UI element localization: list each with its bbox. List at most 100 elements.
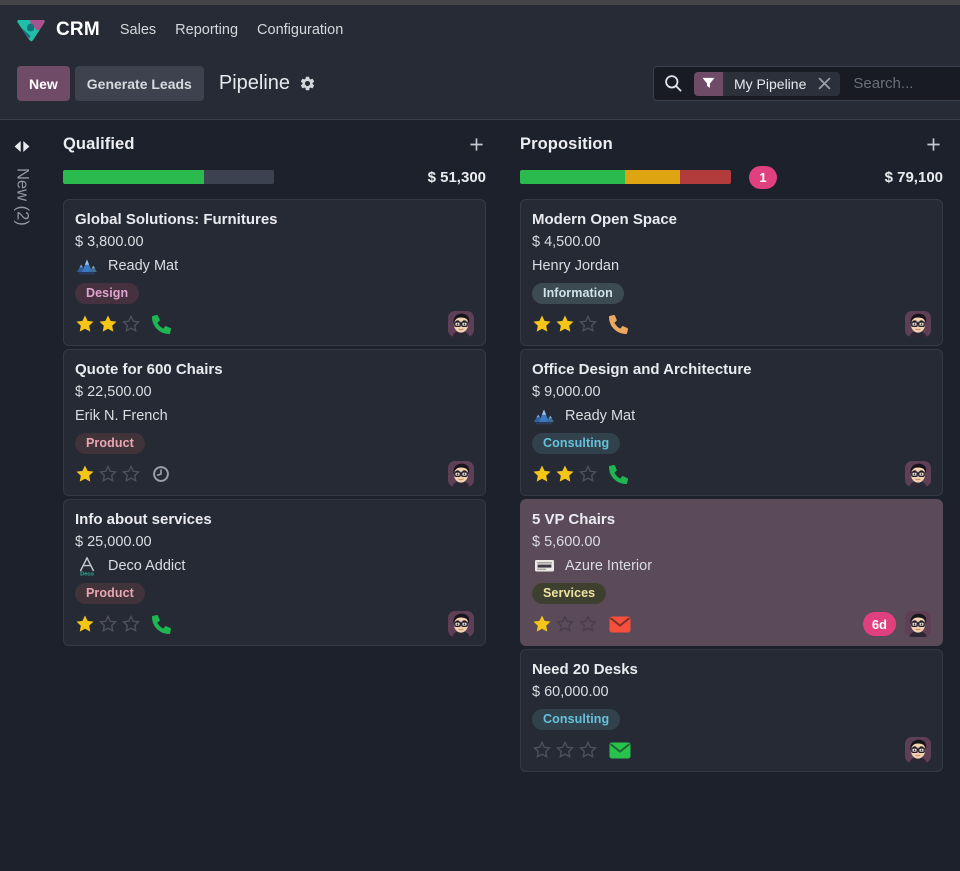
page-title: Pipeline <box>218 72 291 94</box>
tag-product: Product <box>75 583 145 604</box>
card-partner: Ready Mat <box>75 254 474 278</box>
settings-gear-icon[interactable] <box>299 75 316 92</box>
kanban-card-5-vp-chairs[interactable]: 5 VP Chairs $ 5,600.00 Azure Interior Se… <box>520 499 943 646</box>
card-footer <box>532 460 931 488</box>
search-facet-label: My Pipeline <box>734 75 807 92</box>
app-header: CRM Sales Reporting Configuration New Ge… <box>0 5 960 120</box>
avatar[interactable] <box>905 311 931 337</box>
priority-stars[interactable] <box>532 464 601 484</box>
folded-column-new[interactable]: New (2) <box>0 120 44 226</box>
kanban-card-modern-open-space[interactable]: Modern Open Space $ 4,500.00 Henry Jorda… <box>520 199 943 346</box>
priority-stars[interactable] <box>75 614 144 634</box>
menu-configuration[interactable]: Configuration <box>257 22 344 38</box>
priority-stars[interactable] <box>75 314 144 334</box>
card-amount: $ 4,500.00 <box>532 234 601 250</box>
card-tags: Product <box>75 433 474 454</box>
search-bar[interactable]: My Pipeline Search... <box>653 66 960 101</box>
column-header: Proposition 1 $ 79,100 <box>520 120 943 189</box>
progress-segment-overdue[interactable] <box>679 170 731 184</box>
progress-segment-planned[interactable] <box>63 170 204 184</box>
kanban-card-info-about-services[interactable]: Info about services $ 25,000.00 Deco Add… <box>63 499 486 646</box>
avatar[interactable] <box>905 737 931 763</box>
progress-count-badge[interactable]: 1 <box>749 165 777 189</box>
card-title: Need 20 Desks <box>532 661 638 678</box>
unfold-column-icon[interactable] <box>14 141 30 152</box>
search-input[interactable]: Search... <box>853 75 914 92</box>
search-icon[interactable] <box>664 74 683 93</box>
progress-segment-today[interactable] <box>625 170 680 184</box>
column-amount: $ 79,100 <box>884 168 943 186</box>
phone-activity-icon[interactable] <box>152 614 171 634</box>
folded-column-label[interactable]: New (2) <box>13 168 32 226</box>
card-title: Global Solutions: Furnitures <box>75 211 278 228</box>
menu-sales[interactable]: Sales <box>119 22 157 38</box>
partner-name: Azure Interior <box>565 558 653 574</box>
priority-stars[interactable] <box>75 464 144 484</box>
facet-body: My Pipeline <box>723 71 841 96</box>
avatar[interactable] <box>448 311 474 337</box>
card-amount: $ 3,800.00 <box>75 234 144 250</box>
kanban-card-global-solutions[interactable]: Global Solutions: Furnitures $ 3,800.00 … <box>63 199 486 346</box>
phone-activity-icon[interactable] <box>609 464 628 484</box>
add-record-icon[interactable] <box>467 135 486 154</box>
clock-activity-icon[interactable] <box>152 465 170 483</box>
card-tags: Services <box>532 583 931 604</box>
kanban-card-quote-600-chairs[interactable]: Quote for 600 Chairs $ 22,500.00 Erik N.… <box>63 349 486 496</box>
column-counter: $ 51,300 <box>63 165 486 189</box>
avatar[interactable] <box>448 461 474 487</box>
avatar[interactable] <box>905 611 931 637</box>
add-record-icon[interactable] <box>924 135 943 154</box>
column-progressbar[interactable] <box>520 170 731 184</box>
new-button[interactable]: New <box>17 66 70 101</box>
partner-name: Ready Mat <box>108 258 179 274</box>
column-progressbar[interactable] <box>63 170 274 184</box>
azure-interior-logo <box>532 558 556 574</box>
tag-design: Design <box>75 283 140 304</box>
kanban-card-need-20-desks[interactable]: Need 20 Desks $ 60,000.00 Consulting <box>520 649 943 772</box>
tag-consulting: Consulting <box>532 433 621 454</box>
priority-stars[interactable] <box>532 740 601 760</box>
control-panel: New Generate Leads Pipeline <box>0 55 960 119</box>
avatar[interactable] <box>448 611 474 637</box>
column-amount: $ 51,300 <box>427 168 486 186</box>
priority-stars[interactable] <box>532 314 601 334</box>
card-tags: Consulting <box>532 709 931 730</box>
kanban-card-office-design[interactable]: Office Design and Architecture $ 9,000.0… <box>520 349 943 496</box>
envelope-activity-icon[interactable] <box>609 742 631 759</box>
card-partner: Azure Interior <box>532 554 931 578</box>
card-footer <box>75 460 474 488</box>
kanban-column-proposition: Proposition 1 $ 79,100 Modern Open Space… <box>520 120 943 775</box>
card-tags: Design <box>75 283 474 304</box>
column-header: Qualified $ 51,300 <box>63 120 486 189</box>
main-navbar: CRM Sales Reporting Configuration <box>0 5 960 55</box>
avatar[interactable] <box>905 461 931 487</box>
progress-segment-planned[interactable] <box>520 170 626 184</box>
overdue-badge: 6d <box>862 612 896 636</box>
card-amount: $ 25,000.00 <box>75 534 152 550</box>
column-title[interactable]: Proposition <box>520 135 613 153</box>
card-amount: $ 9,000.00 <box>532 384 601 400</box>
partner-name: Ready Mat <box>565 408 636 424</box>
progress-segment-none[interactable] <box>203 170 274 184</box>
phone-activity-icon[interactable] <box>152 314 171 334</box>
envelope-activity-icon[interactable] <box>609 616 631 633</box>
kanban-column-qualified: Qualified $ 51,300 Global Solutions: Fur… <box>63 120 486 649</box>
card-amount: $ 22,500.00 <box>75 384 152 400</box>
tag-consulting: Consulting <box>532 709 621 730</box>
card-title: Modern Open Space <box>532 211 678 228</box>
partner-name: Henry Jordan <box>532 258 620 274</box>
deco-addict-logo <box>75 556 99 577</box>
app-switcher-button[interactable]: CRM <box>16 19 100 42</box>
card-tags: Information <box>532 283 931 304</box>
priority-stars[interactable] <box>532 614 601 634</box>
remove-facet-icon[interactable] <box>818 77 831 90</box>
generate-leads-button[interactable]: Generate Leads <box>74 66 204 101</box>
search-facet-my-pipeline[interactable]: My Pipeline <box>694 71 841 96</box>
card-footer <box>75 610 474 638</box>
column-title[interactable]: Qualified <box>63 135 135 153</box>
phone-activity-icon[interactable] <box>609 314 628 334</box>
app-name[interactable]: CRM <box>56 19 100 40</box>
menu-reporting[interactable]: Reporting <box>175 22 239 38</box>
card-title: Quote for 600 Chairs <box>75 361 223 378</box>
